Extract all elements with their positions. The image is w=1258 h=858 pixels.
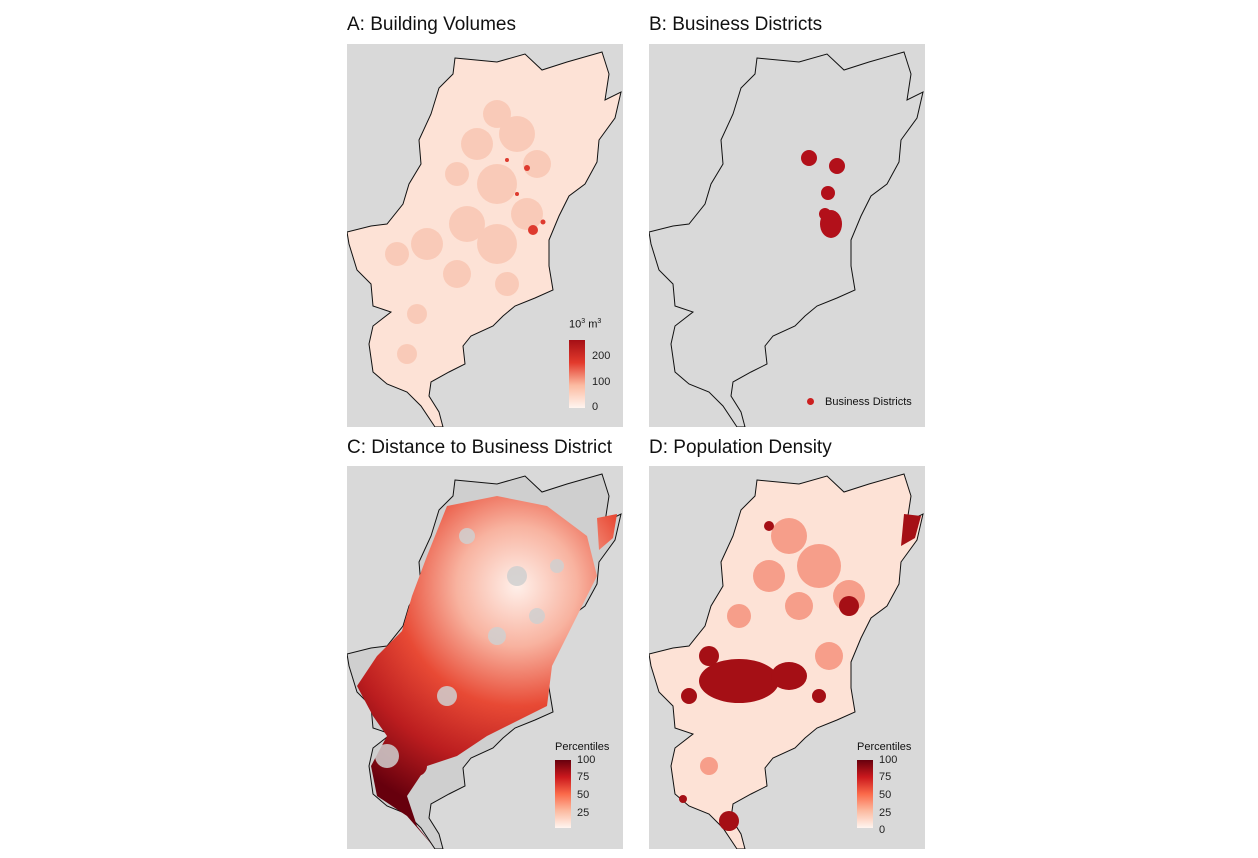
panel-d-legend-tick: 100 bbox=[879, 754, 898, 766]
panel-c-legend-tick: 50 bbox=[577, 789, 590, 801]
panel-d-legend-tick: 75 bbox=[879, 771, 892, 783]
panel-b-title: B: Business Districts bbox=[649, 14, 823, 35]
business-district-legend-symbol bbox=[807, 398, 814, 405]
building-volume-texture bbox=[385, 100, 551, 364]
high-density-areas bbox=[679, 514, 921, 831]
building-volumes-map bbox=[347, 51, 622, 427]
panel-c-legend-title: Percentiles bbox=[555, 741, 610, 753]
panel-c-legend-colorbar bbox=[555, 760, 571, 828]
panel-a-title: A: Building Volumes bbox=[347, 14, 516, 35]
panel-d-legend-tick: 0 bbox=[879, 824, 886, 836]
medium-density-areas bbox=[700, 518, 865, 775]
distance-fill bbox=[357, 496, 617, 846]
business-districts-map bbox=[649, 51, 924, 427]
panel-b-map: Business Districts bbox=[649, 44, 925, 427]
business-district-legend-label: Business Districts bbox=[825, 396, 912, 408]
panel-c-map: Percentiles 100 75 50 25 bbox=[347, 466, 623, 849]
panel-d-legend-colorbar bbox=[857, 760, 873, 828]
panel-d-map: Percentiles 100 75 50 25 0 bbox=[649, 466, 925, 849]
panel-a-legend-tick: 0 bbox=[592, 401, 599, 413]
panel-d-legend-tick: 50 bbox=[879, 789, 892, 801]
panel-a-legend-title: 103 m3 bbox=[569, 318, 602, 331]
panel-c-legend-tick: 25 bbox=[577, 807, 590, 819]
population-density-map bbox=[649, 473, 924, 849]
high-volume-hotspots bbox=[505, 158, 546, 235]
panel-a-legend-tick: 100 bbox=[592, 376, 611, 388]
panel-a-map: 103 m3 200 100 0 bbox=[347, 44, 623, 427]
city-boundary bbox=[649, 473, 924, 849]
panel-a-legend-tick: 200 bbox=[592, 350, 611, 362]
city-boundary bbox=[649, 51, 924, 427]
panel-c-title: C: Distance to Business District bbox=[347, 437, 613, 458]
panel-d-legend-tick: 25 bbox=[879, 807, 892, 819]
business-district-areas bbox=[801, 150, 845, 238]
panel-c-legend-tick: 100 bbox=[577, 754, 596, 766]
distance-map bbox=[347, 473, 622, 849]
panel-d-legend-title: Percentiles bbox=[857, 741, 912, 753]
panel-a-legend-colorbar bbox=[569, 340, 585, 408]
unpopulated-areas bbox=[375, 528, 564, 795]
panel-d-title: D: Population Density bbox=[649, 437, 832, 458]
panel-c-legend-tick: 75 bbox=[577, 771, 590, 783]
